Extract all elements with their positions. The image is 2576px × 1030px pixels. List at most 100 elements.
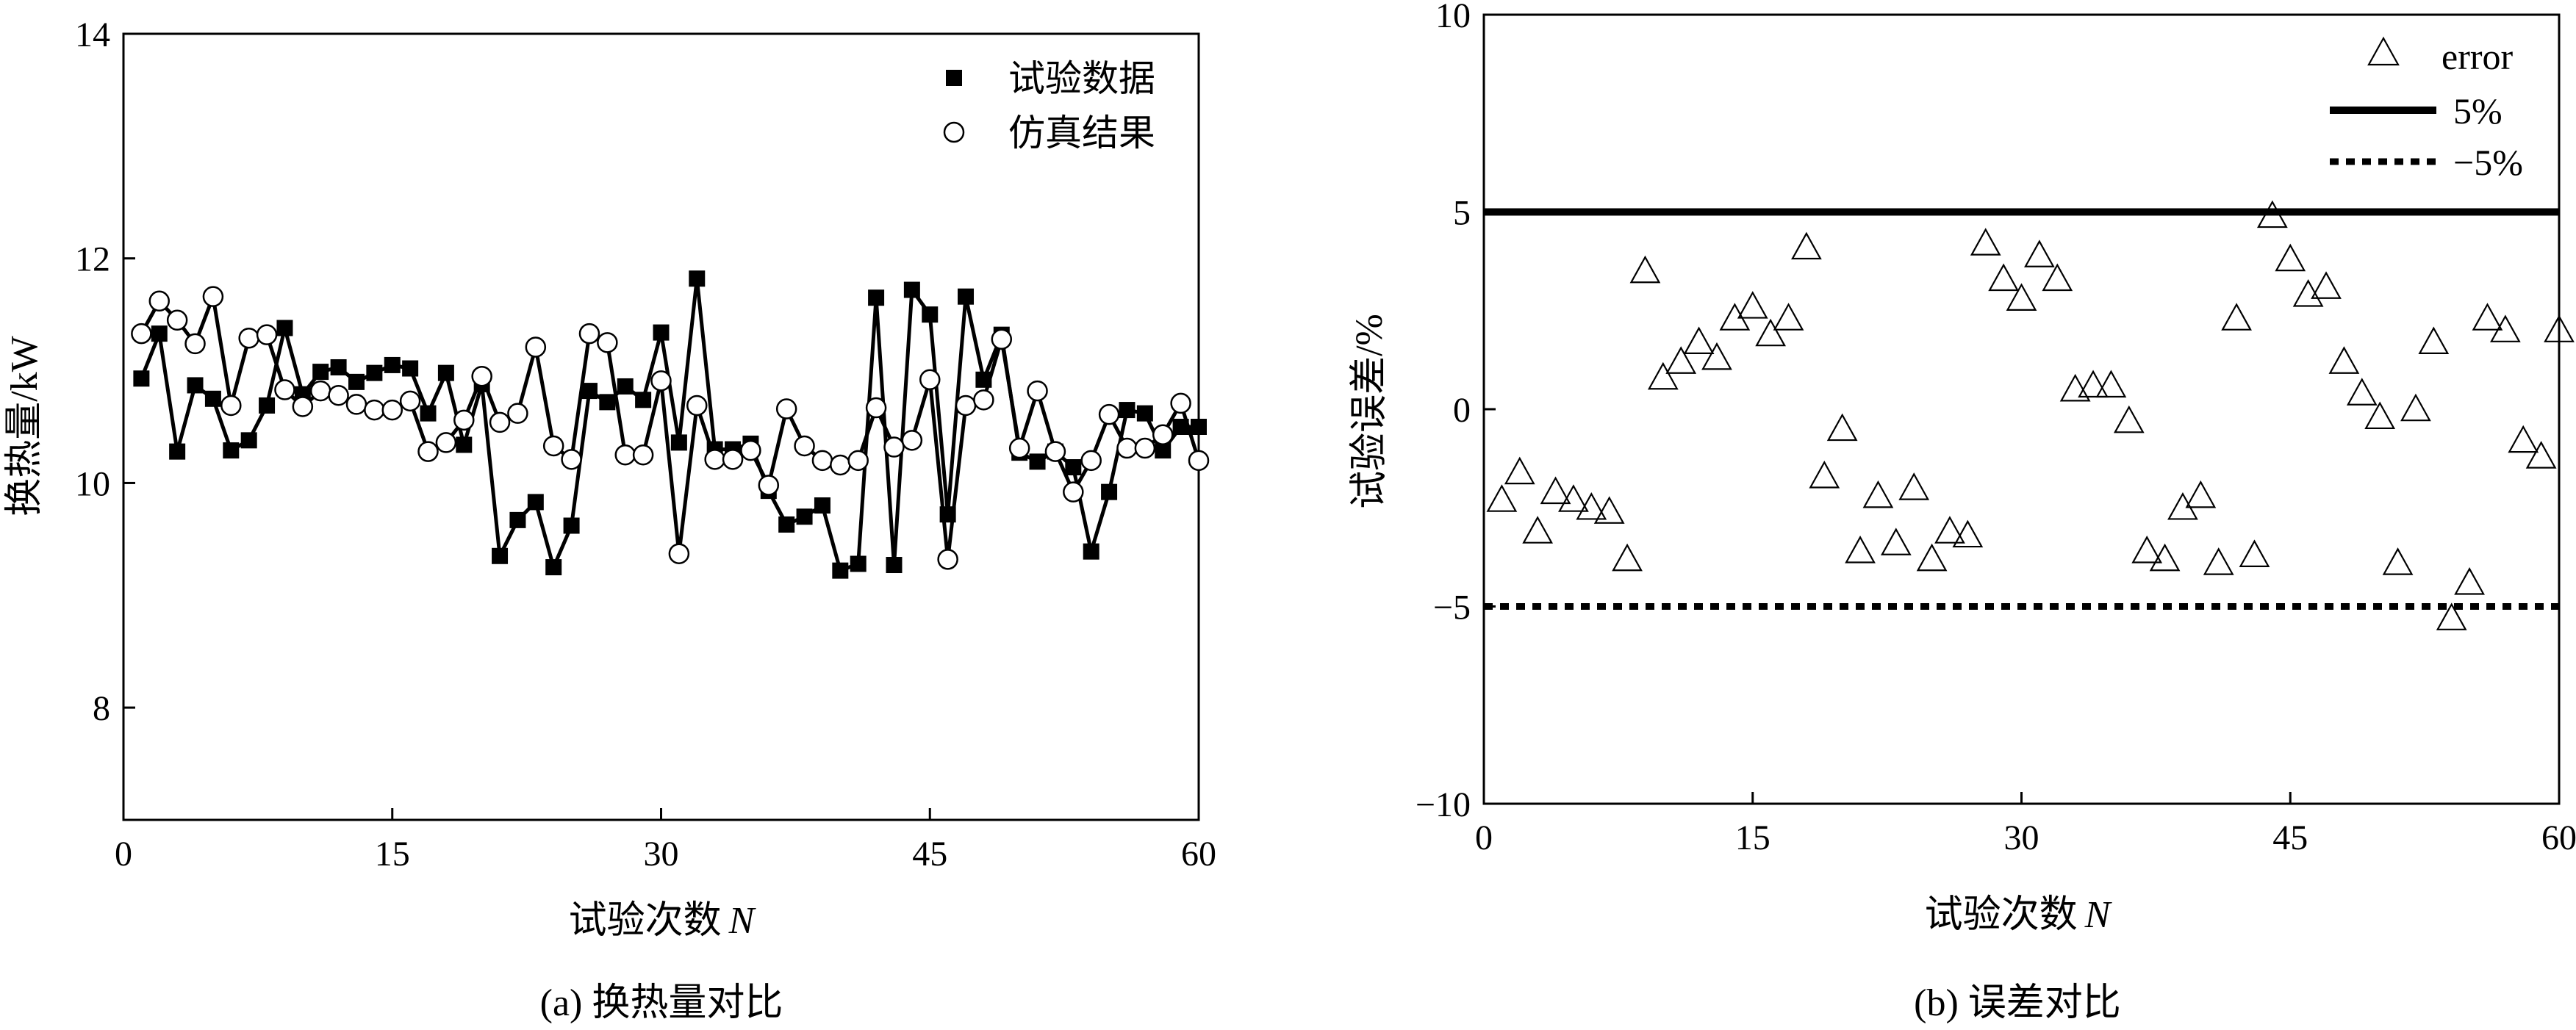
- data-point-triangle: [2131, 536, 2163, 563]
- data-point-square: [1155, 442, 1172, 459]
- data-point-triangle: [2364, 401, 2396, 430]
- data-point-circle: [830, 454, 851, 476]
- data-point-triangle: [2239, 539, 2270, 567]
- y-tick-label: 12: [75, 240, 110, 279]
- y-tick-label: 14: [75, 15, 110, 54]
- data-point-circle: [991, 328, 1013, 350]
- data-point-square: [778, 516, 795, 533]
- data-point-triangle: [1755, 318, 1787, 347]
- data-point-triangle: [1826, 413, 1858, 442]
- data-point-square: [1029, 453, 1046, 470]
- data-point-circle: [256, 324, 278, 345]
- data-point-circle: [507, 403, 528, 424]
- data-point-triangle: [2346, 378, 2378, 406]
- data-point-circle: [597, 332, 618, 353]
- x-tick-label: 15: [1735, 818, 1770, 857]
- data-point-triangle: [1791, 231, 1822, 260]
- data-point-circle: [148, 290, 171, 312]
- data-point-circle: [811, 450, 833, 472]
- data-point-triangle: [1880, 527, 1912, 555]
- data-point-square: [670, 434, 687, 451]
- data-point-triangle: [1540, 476, 1571, 505]
- data-point-square: [223, 442, 240, 459]
- data-point-triangle: [1809, 461, 1840, 489]
- data-point-square: [276, 320, 293, 336]
- data-point-circle: [847, 450, 869, 472]
- x-tick-label: 45: [912, 835, 947, 874]
- data-point-triangle: [1522, 516, 1554, 544]
- data-point-triangle: [2113, 405, 2145, 433]
- data-point-circle: [1170, 392, 1191, 414]
- data-point-triangle: [2042, 263, 2073, 292]
- panel-a-xlabel: 试验次数 N: [569, 900, 757, 942]
- data-point-circle: [1188, 450, 1210, 472]
- data-point-triangle: [2078, 370, 2109, 398]
- data-point-circle: [364, 399, 385, 421]
- data-point-square: [814, 497, 830, 514]
- data-point-circle: [937, 549, 958, 570]
- data-point-square: [527, 494, 544, 511]
- y-tick-label: 8: [93, 689, 110, 728]
- data-point-triangle: [2367, 36, 2400, 66]
- data-point-square: [1172, 419, 1189, 435]
- data-point-square: [402, 360, 419, 377]
- data-point-triangle: [2095, 370, 2127, 398]
- data-point-triangle: [1576, 491, 1607, 520]
- legend-label: 试验数据: [1008, 58, 1155, 99]
- data-point-triangle: [2328, 346, 2360, 374]
- data-point-triangle: [2544, 314, 2575, 342]
- x-tick-label: 45: [2272, 818, 2308, 857]
- data-point-square: [384, 356, 401, 373]
- data-point-square: [868, 289, 885, 306]
- data-point-circle: [668, 543, 690, 564]
- data-point-triangle: [1612, 543, 1643, 572]
- panel-b: 0 15 30 45 60 −10 −5 0 5 10 试验次数 N 试验误差/% error 5% −…: [1349, 0, 2576, 1024]
- data-point-circle: [542, 435, 564, 457]
- data-point-triangle: [2418, 326, 2450, 355]
- data-point-square: [151, 325, 168, 342]
- data-point-square: [653, 324, 670, 341]
- data-point-square: [958, 288, 975, 305]
- data-point-circle: [328, 384, 349, 406]
- panel-b-frame: [1482, 13, 2561, 805]
- data-point-triangle: [2203, 547, 2234, 575]
- data-point-circle: [1152, 424, 1174, 445]
- data-point-circle: [919, 369, 941, 391]
- data-point-square: [1136, 405, 1153, 422]
- data-point-circle: [740, 439, 761, 461]
- data-point-circle: [883, 436, 905, 458]
- legend-label: 仿真结果: [1008, 112, 1155, 154]
- data-point-triangle: [1773, 303, 1804, 331]
- x-tick-label: 30: [644, 835, 679, 874]
- data-point-triangle: [2311, 271, 2342, 299]
- x-tick-label: 0: [115, 835, 132, 874]
- data-point-circle: [686, 395, 708, 417]
- data-point-triangle: [1701, 342, 1732, 370]
- y-tick-label: −10: [1416, 785, 1471, 824]
- data-point-circle: [973, 389, 994, 411]
- data-point-triangle: [1934, 516, 1965, 544]
- data-point-triangle: [2292, 279, 2324, 307]
- data-point-triangle: [1629, 255, 1661, 284]
- x-tick-label: 60: [1181, 835, 1216, 874]
- data-point-square: [635, 392, 652, 408]
- legend-label: 5%: [2453, 90, 2503, 132]
- data-point-triangle: [2275, 243, 2306, 272]
- data-point-circle: [238, 327, 259, 349]
- data-point-triangle: [2454, 567, 2485, 595]
- data-point-triangle: [2149, 543, 2181, 572]
- data-point-triangle: [1952, 519, 1984, 548]
- data-point-square: [563, 517, 580, 534]
- series-line: [140, 278, 1199, 573]
- data-point-square: [1119, 402, 1135, 419]
- data-point-circle: [1098, 403, 1120, 425]
- data-point-square: [169, 443, 186, 460]
- data-point-circle: [1080, 450, 1102, 472]
- data-point-triangle: [2489, 314, 2521, 342]
- data-point-square: [187, 377, 204, 394]
- x-tick-label: 60: [2541, 818, 2576, 857]
- y-tick-label: 0: [1453, 391, 1471, 430]
- data-point-circle: [220, 395, 242, 417]
- data-point-circle: [399, 390, 421, 412]
